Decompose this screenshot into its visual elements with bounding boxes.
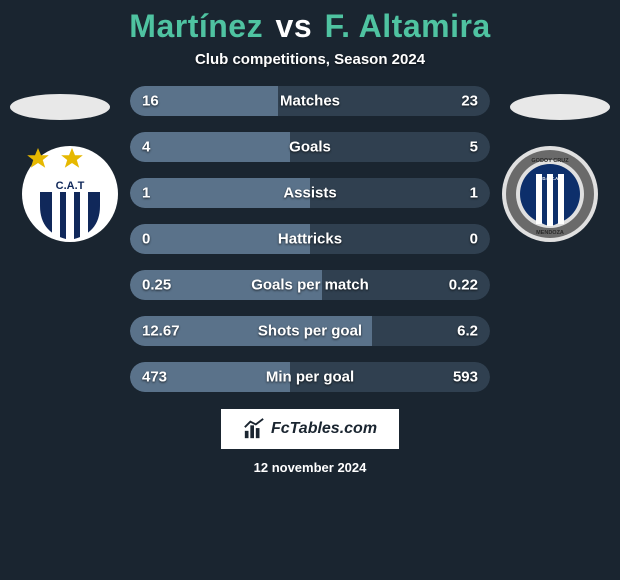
spotlight-right (510, 94, 610, 120)
stat-label: Goals (130, 139, 490, 156)
club-badge-left: C.A.T (20, 144, 120, 244)
stat-bars: 1623Matches 45Goals 11Assists 00Hattricks 0.… (130, 86, 490, 392)
stat-row: 45Goals (130, 132, 490, 162)
spotlight-left (10, 94, 110, 120)
club-badge-right: GODOY CRUZ MENDOZA C.D.G.C.A.T (500, 144, 600, 244)
footer-logo-text: FcTables.com (271, 420, 377, 438)
comparison-arena: C.A.T GODOY CRUZ MENDOZA C.D.G.C.A.T 162… (0, 86, 620, 392)
title-vs: vs (276, 8, 313, 44)
stat-label: Matches (130, 93, 490, 110)
godoy-cruz-shield-icon: GODOY CRUZ MENDOZA C.D.G.C.A.T (500, 144, 600, 244)
fctables-logo-icon (243, 418, 265, 440)
stat-row: 00Hattricks (130, 224, 490, 254)
stat-label: Min per goal (130, 369, 490, 386)
stat-label: Shots per goal (130, 323, 490, 340)
svg-text:MENDOZA: MENDOZA (536, 230, 564, 236)
player-b-name: F. Altamira (325, 8, 491, 44)
stat-row: 12.676.2Shots per goal (130, 316, 490, 346)
stat-row: 1623Matches (130, 86, 490, 116)
stat-row: 473593Min per goal (130, 362, 490, 392)
badge-left-text: C.A.T (56, 180, 85, 192)
stat-label: Hattricks (130, 231, 490, 248)
player-a-name: Martínez (129, 8, 263, 44)
comparison-title: Martínez vs F. Altamira (0, 0, 620, 45)
subtitle: Club competitions, Season 2024 (0, 51, 620, 68)
footer-date: 12 november 2024 (0, 460, 620, 475)
stat-row: 0.250.22Goals per match (130, 270, 490, 300)
stat-label: Assists (130, 185, 490, 202)
svg-text:C.D.G.C.A.T: C.D.G.C.A.T (538, 176, 562, 181)
stat-label: Goals per match (130, 277, 490, 294)
talleres-shield-icon: C.A.T (20, 144, 120, 244)
footer-logo: FcTables.com (220, 408, 400, 450)
svg-text:GODOY CRUZ: GODOY CRUZ (531, 158, 569, 164)
stat-row: 11Assists (130, 178, 490, 208)
